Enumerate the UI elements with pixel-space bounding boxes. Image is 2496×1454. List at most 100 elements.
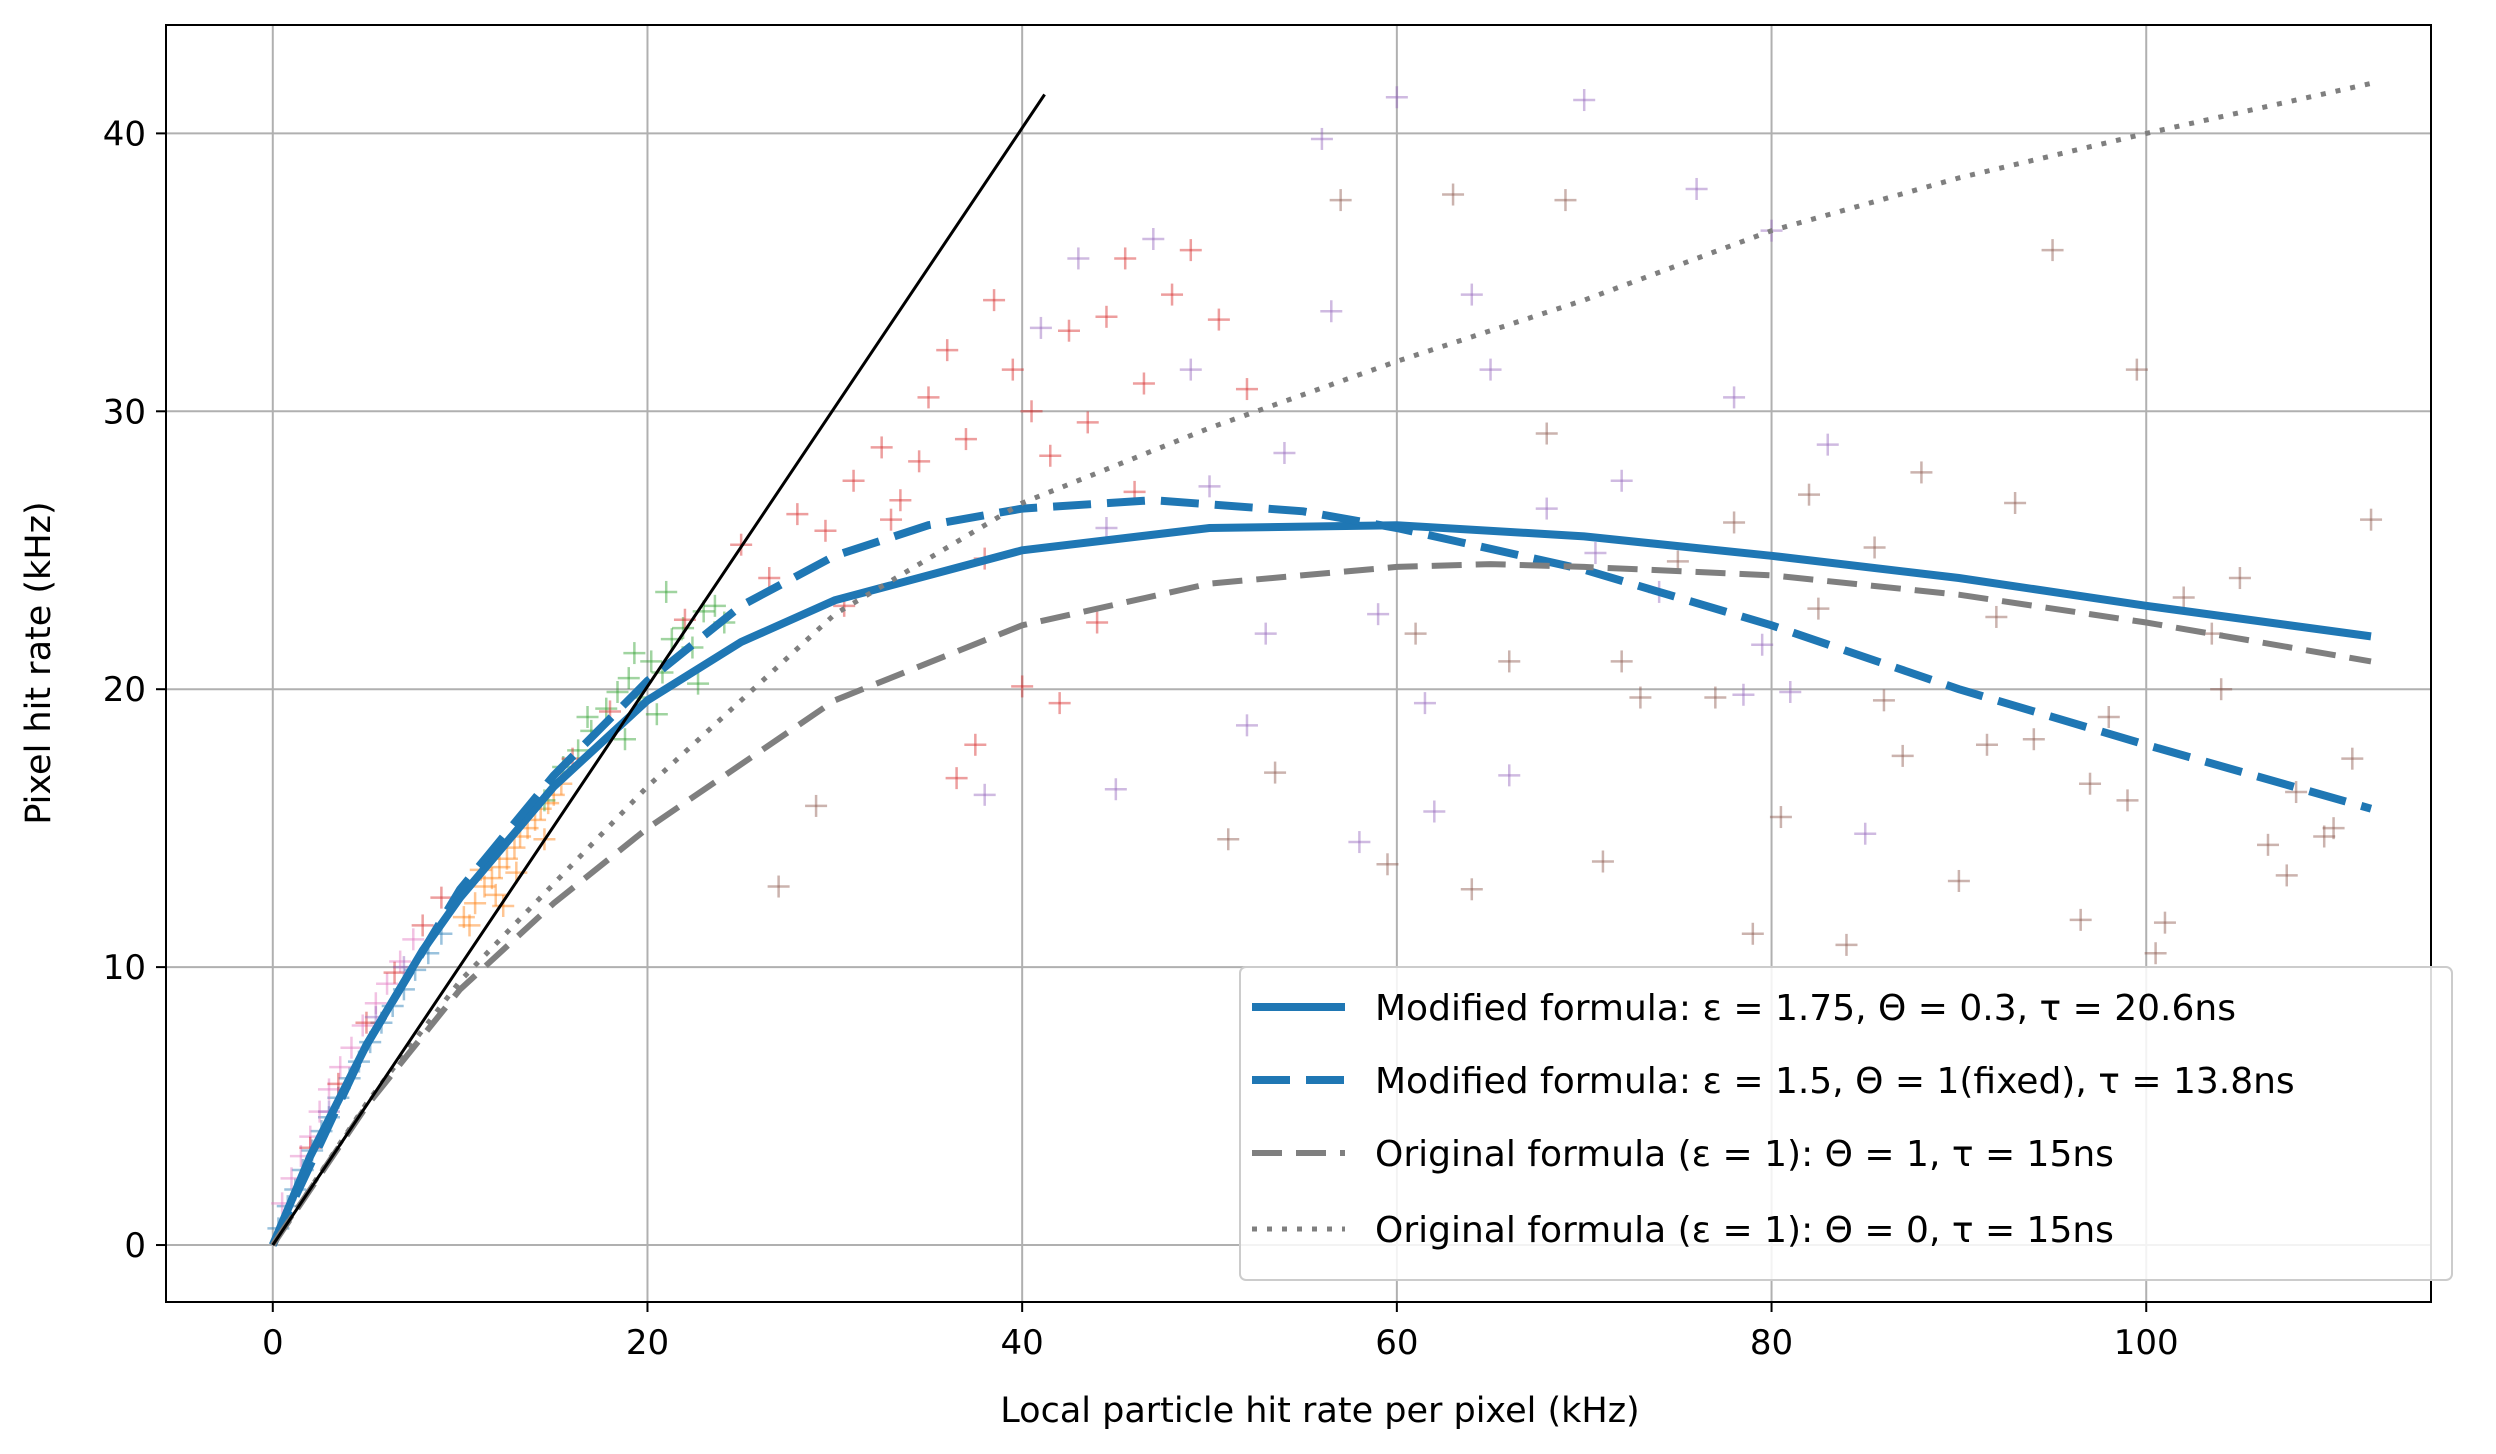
scatter-point-series-red — [842, 469, 865, 492]
scatter-point-series-green — [613, 728, 636, 751]
scatter-point-series-brown — [2069, 908, 2092, 931]
scatter-point-series-brown — [1769, 806, 1792, 829]
scatter-point-series-brown — [1975, 733, 1998, 756]
scatter-point-series-brown — [2257, 833, 2280, 856]
y-tick-label: 20 — [103, 670, 146, 710]
scatter-point-series-purple — [1460, 283, 1483, 306]
scatter-point-series-brown — [2341, 747, 2364, 770]
scatter-point-series-brown — [2285, 781, 2308, 804]
scatter-point-series-red — [1011, 675, 1034, 698]
scatter-point-series-purple — [1104, 778, 1127, 801]
scatter-point-series-purple — [1235, 714, 1258, 737]
scatter-point-series-green — [703, 594, 726, 617]
scatter-point-series-purple — [1254, 622, 1277, 645]
scatter-point-series-red — [964, 733, 987, 756]
line-4-solid — [271, 93, 1046, 1246]
scatter-point-series-red — [954, 428, 977, 451]
scatter-point-series-red — [889, 489, 912, 512]
scatter-point-series-brown — [2004, 492, 2027, 515]
scatter-point-series-brown — [1872, 689, 1895, 712]
scatter-point-series-green — [645, 703, 668, 726]
scatter-point-series-red — [411, 914, 434, 937]
scatter-point-series-red — [1086, 611, 1109, 634]
scatter-point-series-pink — [351, 1014, 374, 1037]
legend-label: Original formula (ε = 1): Θ = 1, τ = 15n… — [1375, 1134, 2114, 1175]
scatter-point-series-purple — [1179, 358, 1202, 381]
scatter-point-series-brown — [1217, 828, 1240, 851]
scatter-point-series-red — [1235, 378, 1258, 401]
scatter-point-series-orange — [480, 867, 503, 890]
scatter-point-series-purple — [1732, 683, 1755, 706]
scatter-points — [267, 86, 2383, 1240]
scatter-point-series-brown — [1610, 650, 1633, 673]
scatter-point-series-purple — [1320, 300, 1343, 323]
scatter-point-series-pink — [308, 1100, 331, 1123]
scatter-point-series-red — [1114, 247, 1137, 270]
scatter-point-series-purple — [1423, 800, 1446, 823]
scatter-point-series-red — [880, 508, 903, 531]
scatter-point-series-brown — [805, 794, 828, 817]
scatter-point-series-pink — [364, 992, 387, 1015]
scatter-point-series-brown — [2210, 678, 2233, 701]
scatter-point-series-red — [936, 339, 959, 362]
scatter-point-series-brown — [1985, 605, 2008, 628]
scatter-point-series-purple — [1067, 247, 1090, 270]
scatter-point-series-orange — [464, 892, 487, 915]
line-1-dashed — [269, 496, 2373, 1247]
scatter-point-series-purple — [1413, 692, 1436, 715]
scatter-point-series-purple — [1273, 441, 1296, 464]
scatter-point-series-pink — [402, 928, 425, 951]
scatter-point-series-orange — [473, 875, 496, 898]
scatter-point-series-purple — [1479, 358, 1502, 381]
legend-box — [1239, 966, 2453, 1281]
scatter-point-series-purple — [1385, 86, 1408, 109]
legend-label: Modified formula: ε = 1.5, Θ = 1(fixed),… — [1375, 1061, 2295, 1102]
scatter-point-series-purple — [973, 783, 996, 806]
scatter-point-series-purple — [1367, 603, 1390, 626]
scatter-point-series-red — [1207, 308, 1230, 331]
y-axis-label: Pixel hit rate (kHz) — [19, 501, 59, 824]
scatter-point-series-red — [870, 436, 893, 459]
scatter-point-series-brown — [1404, 622, 1427, 645]
scatter-point-series-red — [1020, 400, 1043, 423]
scatter-point-series-purple — [1816, 433, 1839, 456]
legend-label: Modified formula: ε = 1.75, Θ = 0.3, τ =… — [1375, 988, 2236, 1029]
scatter-point-series-pink — [340, 1036, 363, 1059]
scatter-point-series-red — [1039, 444, 1062, 467]
scatter-point-series-brown — [1460, 878, 1483, 901]
scatter-point-series-red — [908, 450, 931, 473]
plot-frame — [165, 24, 2432, 1303]
scatter-point-series-red — [430, 886, 453, 909]
scatter-point-series-brown — [1863, 536, 1886, 559]
x-tick-label: 0 — [262, 1323, 284, 1363]
scatter-point-series-purple — [1854, 822, 1877, 845]
scatter-point-series-purple — [1310, 127, 1333, 150]
scatter-point-series-purple — [1095, 517, 1118, 540]
scatter-point-series-brown — [1835, 933, 1858, 956]
scatter-point-series-orange — [458, 914, 481, 937]
scatter-point-series-red — [1161, 283, 1184, 306]
scatter-point-series-pink — [389, 950, 412, 973]
scatter-point-series-brown — [1329, 189, 1352, 212]
scatter-point-series-brown — [1498, 650, 1521, 673]
scatter-point-series-purple — [1573, 89, 1596, 112]
scatter-point-series-purple — [1610, 469, 1633, 492]
scatter-point-series-brown — [2022, 728, 2045, 751]
scatter-point-series-green — [576, 705, 599, 728]
scatter-point-series-red — [786, 503, 809, 526]
scatter-point-series-brown — [1723, 511, 1746, 534]
scatter-point-series-brown — [2125, 358, 2148, 381]
scatter-point-series-red — [917, 386, 940, 409]
scatter-point-series-green — [567, 739, 590, 762]
scatter-point-series-red — [945, 767, 968, 790]
scatter-point-series-brown — [1891, 744, 1914, 767]
scatter-point-series-brown — [1947, 869, 1970, 892]
scatter-point-series-brown — [2228, 567, 2251, 590]
scatter-point-series-pink — [329, 1056, 352, 1079]
x-tick-label: 20 — [626, 1323, 669, 1363]
scatter-point-series-red — [1076, 411, 1099, 434]
x-tick-label: 100 — [2114, 1323, 2179, 1363]
scatter-point-series-red — [1179, 239, 1202, 262]
scatter-point-series-green — [606, 680, 629, 703]
